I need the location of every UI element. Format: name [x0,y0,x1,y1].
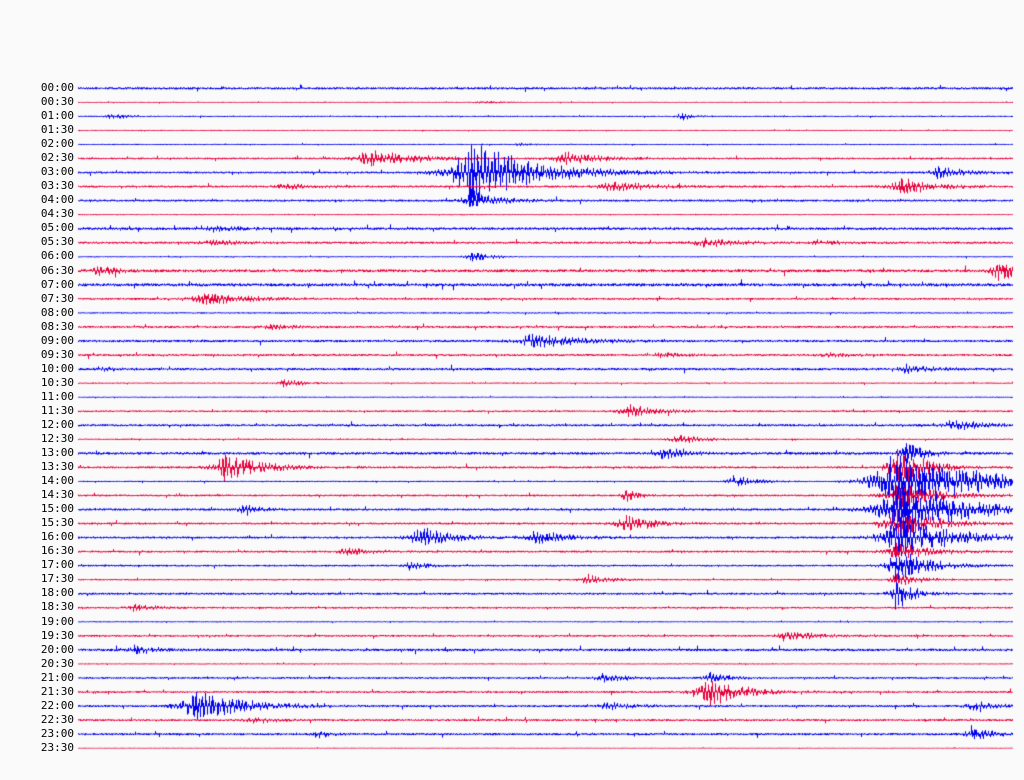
time-label: 23:00 [40,726,74,740]
time-label: 03:00 [40,165,74,179]
time-label: 07:00 [40,277,74,291]
time-label: 02:00 [40,137,74,151]
time-label: 18:30 [40,600,74,614]
time-label: 08:00 [40,305,74,319]
time-label: 16:00 [40,530,74,544]
time-label: 11:00 [40,389,74,403]
time-label: 16:30 [40,544,74,558]
time-label: 01:30 [40,123,74,137]
time-axis: 00:00 00:30 01:00 01:30 02:00 02:30 03:00 03:30… [0,0,78,780]
time-label: 09:30 [40,347,74,361]
time-label: 09:00 [40,333,74,347]
time-label: 12:30 [40,432,74,445]
time-label: 08:30 [40,319,74,333]
time-label: 21:30 [40,684,74,698]
time-label: 18:00 [40,586,74,600]
time-label: 17:00 [40,558,74,572]
time-label: 03:30 [40,179,74,193]
time-label: 14:30 [40,488,74,502]
time-label: 04:00 [40,193,74,207]
time-label: 13:30 [40,460,74,474]
time-label: 10:00 [40,361,74,375]
time-label: 00:00 [40,81,74,94]
time-label: 22:00 [40,698,74,712]
time-label: 11:30 [40,403,74,417]
time-label: 15:30 [40,516,74,530]
time-label: 22:30 [40,712,74,726]
time-label: 19:30 [40,628,74,642]
time-label: 19:00 [40,614,74,628]
time-label: 10:30 [40,375,74,389]
time-label: 17:30 [40,572,74,586]
time-label: 06:30 [40,263,74,277]
time-label: 13:00 [40,446,74,460]
time-label: 01:00 [40,109,74,123]
time-label: 15:00 [40,502,74,516]
time-label: 21:00 [40,670,74,684]
time-label: 23:30 [40,740,74,754]
time-label: 05:30 [40,235,74,249]
time-label: 20:30 [40,656,74,670]
time-label: 20:00 [40,642,74,656]
time-label: 14:00 [40,474,74,488]
time-label: 07:30 [40,291,74,305]
time-label: 05:00 [40,221,74,235]
time-label: 06:00 [40,249,74,263]
time-label: 04:30 [40,207,74,221]
time-label: 00:30 [40,95,74,109]
time-label: 02:30 [40,151,74,165]
time-label: 12:00 [40,417,74,431]
